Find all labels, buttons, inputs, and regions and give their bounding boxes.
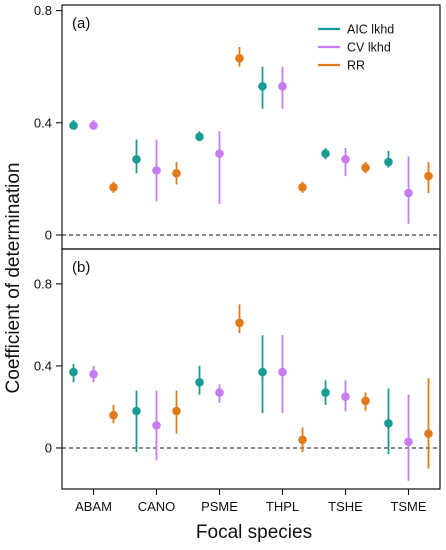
point-tsme [404,188,413,198]
series-rr [109,304,433,469]
legend-label-cv-lkhd: CV lkhd [347,41,391,55]
point-tshe [321,149,330,158]
point-abam [69,121,78,130]
legend: AIC lkhd CV lkhd RR [318,23,394,73]
point-thpl [278,367,287,377]
point-cano [152,421,161,430]
point-thpl [298,182,307,192]
point-tsme [384,419,393,428]
point-cano [172,406,181,416]
point-tsme [404,437,413,447]
point-abam [109,182,118,192]
point-cano [152,166,161,175]
x-axis-title: Focal species [196,522,312,543]
point-abam [109,410,118,420]
point-tshe [321,388,330,397]
series-aic-lkhd [69,335,393,455]
point-thpl [278,82,287,91]
y-tick-label: 0.4 [34,358,52,373]
point-abam [69,367,78,377]
point-cano [132,154,141,164]
point-psme [215,388,224,397]
x-axis: ABAM CANO PSME THPL TSHE TSME [75,489,427,514]
point-psme [195,378,204,387]
series-cv-lkhd [89,66,413,224]
panels-layer: 0 0.4 0.8 (a) 0 0.4 0.8 (b) [34,3,441,490]
point-thpl [258,82,267,91]
point-thpl [298,435,307,445]
point-abam [89,121,98,130]
y-tick-label: 0.4 [34,115,52,130]
x-tick-label: THPL [266,499,299,514]
point-abam [89,369,98,379]
panel-2: 0 0.4 0.8 (b) [34,248,441,490]
point-psme [195,132,204,142]
point-tshe [341,392,350,401]
x-tick-label: TSHE [328,499,363,514]
legend-label-rr: RR [347,59,365,73]
x-tick-label: CANO [138,499,176,514]
point-tsme [384,157,393,167]
legend-label-aic-lkhd: AIC lkhd [347,23,394,37]
point-cano [132,406,141,416]
point-tshe [361,396,370,406]
point-psme [215,149,224,158]
panel-label: (b) [72,259,90,276]
series-rr [109,47,433,193]
point-tshe [361,163,370,172]
point-psme [235,53,244,63]
y-axis-title: Coefficient of determination [3,163,24,394]
point-psme [235,318,244,328]
panel-label: (a) [72,15,90,32]
y-tick-label: 0 [45,440,52,455]
point-thpl [258,367,267,377]
point-tsme [424,171,433,181]
point-tshe [341,154,350,164]
series-cv-lkhd [89,335,413,481]
x-tick-label: ABAM [75,499,112,514]
x-tick-label: PSME [201,499,238,514]
point-cano [172,168,181,178]
panel-frame [61,248,441,490]
y-tick-label: 0 [45,227,52,242]
series-aic-lkhd [69,66,393,174]
y-tick-label: 0.8 [34,3,52,18]
point-tsme [424,429,433,438]
x-tick-label: TSME [390,499,426,514]
y-tick-label: 0.8 [34,276,52,291]
